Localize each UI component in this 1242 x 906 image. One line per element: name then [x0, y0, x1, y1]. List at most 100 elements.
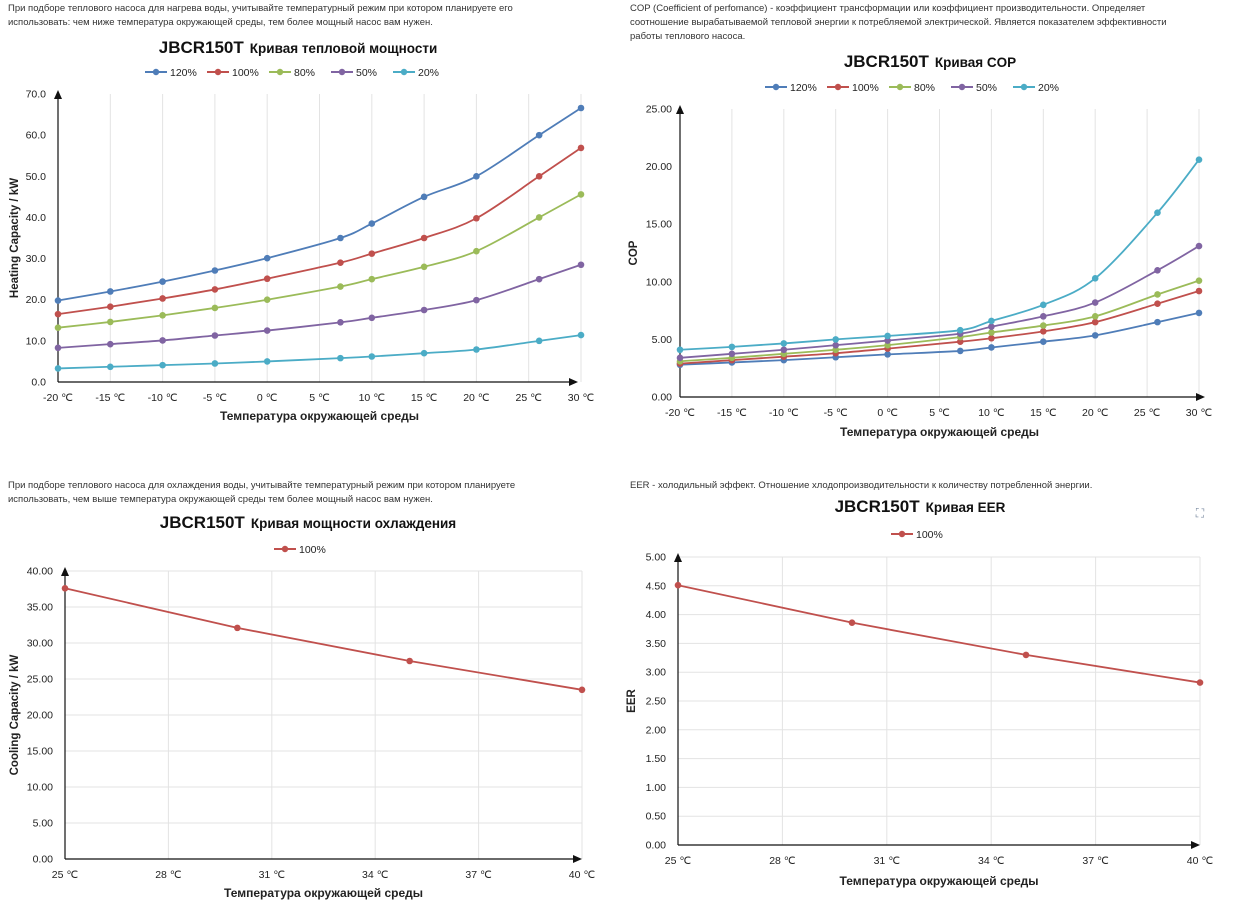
heat-data-point [368, 275, 376, 283]
heat-x-tick-label: 5 ℃ [309, 392, 330, 404]
eer-x-tick-label: 37 ℃ [1082, 855, 1109, 867]
heat-data-point [337, 259, 344, 266]
heat-data-point [368, 220, 376, 227]
heat-x-tick-label: 0 ℃ [257, 392, 278, 404]
eer-x-tick-label: 34 ℃ [978, 855, 1005, 867]
eer-y-tick-label: 4.00 [646, 609, 667, 621]
cop-data-point [832, 336, 839, 343]
eer-series-line-100% [677, 584, 1201, 684]
heat-data-point [263, 254, 271, 262]
heat-data-point [337, 234, 344, 242]
cop-data-point [1154, 300, 1161, 307]
heat-data-point [211, 360, 219, 367]
cool-y-axis-arrow [61, 567, 69, 576]
cop-data-point [1091, 313, 1099, 320]
cop-data-point [676, 354, 684, 362]
cop-x-tick-label: -10 ℃ [769, 407, 799, 419]
heat-legend-marker [152, 68, 160, 76]
cop-x-tick-label: 10 ℃ [978, 407, 1005, 419]
expand-icon[interactable]: ⛶ [1195, 506, 1205, 520]
cool-data-point [406, 657, 413, 665]
cop-data-point [1091, 318, 1099, 326]
cop-data-point [988, 323, 995, 331]
cop-data-point [1040, 328, 1047, 335]
eer-x-axis-label: Температура окружающей среды [839, 874, 1038, 888]
cool-x-tick-label: 31 ℃ [259, 869, 286, 881]
eer-x-tick-label: 31 ℃ [874, 855, 901, 867]
cop-data-point [728, 350, 736, 358]
heat-data-point [577, 191, 585, 198]
cool-legend-label: 100% [299, 544, 326, 556]
cop-legend-marker [958, 83, 966, 91]
heat-data-point [159, 361, 166, 369]
eer-title-text: Кривая EER [925, 500, 1006, 515]
cool-series-line-100% [64, 587, 583, 691]
heat-data-point [263, 296, 271, 304]
heat-legend-label: 120% [170, 67, 197, 79]
cool-x-axis-label: Температура окружающей среды [224, 886, 423, 900]
heat-y-tick-label: 20.0 [26, 294, 47, 306]
heat-data-point [263, 358, 271, 365]
cool-y-tick-label: 10.00 [27, 782, 53, 794]
heat-data-point [473, 346, 480, 353]
cop-data-point [1040, 301, 1047, 309]
cop-data-point [676, 346, 684, 354]
cop-legend-item: 50% [951, 82, 997, 94]
cool-y-tick-label: 15.00 [27, 746, 53, 758]
eer-y-tick-label: 0.00 [646, 840, 667, 852]
heat-y-axis-arrow [54, 90, 62, 99]
cool-description: При подборе теплового насоса для охлажде… [8, 480, 516, 505]
cool-data-point [578, 686, 586, 694]
heat-data-point [535, 131, 543, 139]
heat-legend-label: 100% [232, 67, 259, 79]
heat-data-point [420, 349, 428, 357]
cool-data-point [61, 584, 69, 592]
heat-data-point [263, 275, 271, 283]
heat-data-point [211, 267, 219, 274]
heat-data-point [159, 337, 166, 344]
cop-data-point [780, 340, 788, 347]
cop-y-tick-label: 0.00 [652, 392, 673, 404]
cop-y-axis-label: COP [628, 240, 640, 265]
cop-y-tick-label: 15.00 [646, 219, 672, 231]
cop-x-tick-label: 0 ℃ [877, 407, 898, 419]
cop-x-tick-label: 5 ℃ [929, 407, 950, 419]
cool-y-tick-label: 5.00 [33, 818, 54, 830]
cop-legend-label: 50% [976, 82, 997, 94]
cop-data-point [884, 341, 891, 349]
heat-data-point [577, 331, 585, 339]
heat-legend-item: 20% [393, 67, 439, 79]
cool-plot: 0.00 5.00 10.00 15.00 20.00 25.00 30.00 35.00 40… [9, 544, 595, 900]
eer-x-tick-label: 25 ℃ [665, 855, 692, 867]
cop-data-point [728, 343, 736, 351]
heat-y-axis-label: Heating Capacity / kW [9, 178, 21, 298]
heat-legend-marker [276, 68, 284, 76]
heat-data-point [159, 312, 166, 319]
cop-x-axis-arrow [1196, 393, 1205, 401]
cop-plot: 0.00 5.00 10.00 15.00 20.00 25.00 -20 ℃ -15 ℃ -1… [628, 82, 1212, 439]
heat-legend-marker [338, 68, 346, 76]
heat-data-point [473, 214, 480, 222]
cool-x-tick-label: 34 ℃ [362, 869, 389, 881]
eer-x-tick-label: 28 ℃ [769, 855, 796, 867]
cop-legend-item: 100% [827, 82, 879, 94]
cop-legend-label: 80% [914, 82, 935, 94]
eer-x-axis-arrow [1191, 841, 1200, 849]
heat-chart-title: JBCR150T Кривая тепловой мощности [8, 38, 588, 58]
heat-data-point [54, 324, 62, 331]
eer-legend-marker [898, 530, 906, 538]
cop-description: COP (Coefficient of perfomance) - коэффи… [630, 3, 1167, 42]
heat-data-point [535, 214, 543, 221]
cop-data-point [1091, 299, 1099, 306]
heat-data-point [211, 304, 219, 312]
cool-y-tick-label: 0.00 [33, 854, 54, 866]
eer-title-model: JBCR150T [834, 497, 920, 516]
cop-data-point [1040, 338, 1047, 346]
cop-title-model: JBCR150T [843, 52, 929, 71]
cop-title-text: Кривая COP [934, 55, 1017, 70]
heat-y-tick-label: 50.0 [26, 171, 47, 183]
heat-x-tick-label: 25 ℃ [516, 392, 543, 404]
cop-chart-title: JBCR150T Кривая COP [640, 52, 1220, 72]
heat-y-tick-label: 10.0 [26, 335, 47, 347]
